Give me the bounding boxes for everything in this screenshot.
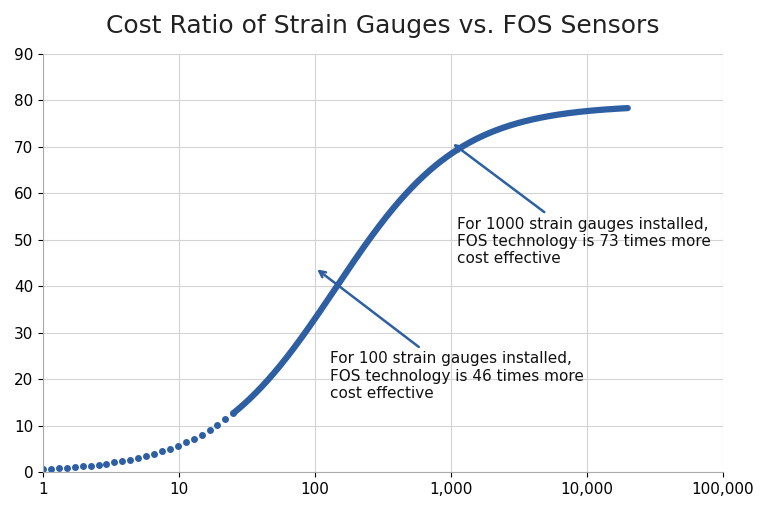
Title: Cost Ratio of Strain Gauges vs. FOS Sensors: Cost Ratio of Strain Gauges vs. FOS Sens… (106, 14, 660, 38)
Text: For 100 strain gauges installed,
FOS technology is 46 times more
cost effective: For 100 strain gauges installed, FOS tec… (319, 271, 584, 401)
Text: For 1000 strain gauges installed,
FOS technology is 73 times more
cost effective: For 1000 strain gauges installed, FOS te… (455, 146, 710, 266)
